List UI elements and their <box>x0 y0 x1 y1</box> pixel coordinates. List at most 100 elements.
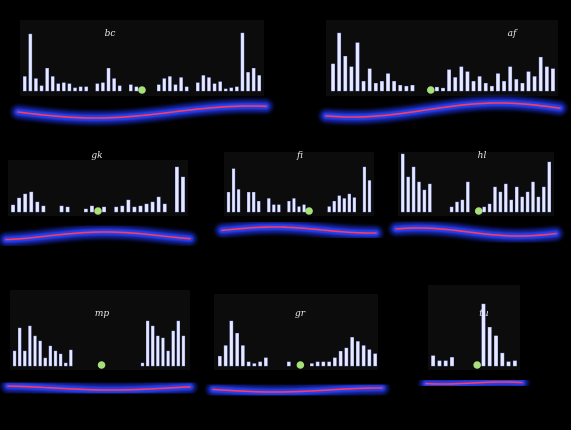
bar <box>344 347 349 367</box>
bar <box>207 77 211 92</box>
panel-label: gr <box>295 309 306 319</box>
bar <box>532 76 537 92</box>
bar <box>287 361 291 367</box>
bar <box>175 166 179 213</box>
bar <box>338 351 343 367</box>
panel-label: bc <box>105 29 116 39</box>
bar <box>498 191 503 213</box>
bar <box>212 83 217 92</box>
bar <box>536 196 541 213</box>
bar <box>17 197 21 213</box>
chromosome-axis-red <box>221 226 377 234</box>
bar <box>59 205 64 213</box>
panel-gk: gk <box>0 151 196 246</box>
bar <box>355 42 360 92</box>
centromere-marker <box>305 207 313 215</box>
panel-label: hl <box>478 151 487 161</box>
bar <box>73 87 77 92</box>
bar <box>321 361 326 367</box>
bar <box>482 206 486 213</box>
bar <box>331 63 335 92</box>
bar <box>29 191 34 213</box>
bar <box>422 189 427 213</box>
bar <box>45 68 49 92</box>
bar <box>494 335 498 367</box>
bar <box>196 82 200 92</box>
bar <box>162 78 167 92</box>
bar <box>168 76 172 92</box>
bar <box>504 183 508 213</box>
bar <box>48 345 52 367</box>
bar <box>350 337 354 367</box>
bar <box>493 186 497 213</box>
bar <box>459 66 464 92</box>
bar <box>337 32 342 92</box>
bar <box>231 168 236 213</box>
bar <box>83 208 88 213</box>
bar <box>173 84 178 92</box>
bar <box>65 206 70 213</box>
bar <box>343 56 348 92</box>
bar <box>450 357 454 367</box>
bar <box>544 66 549 92</box>
bar <box>460 199 465 213</box>
bar <box>487 327 492 367</box>
bar <box>146 320 150 367</box>
bar <box>235 86 239 92</box>
bar <box>520 83 525 92</box>
bar <box>441 87 445 92</box>
bar <box>161 337 165 367</box>
chromosome-axis-red <box>425 381 523 385</box>
bar <box>229 87 234 92</box>
bar <box>11 204 15 213</box>
bar <box>347 193 351 213</box>
bar <box>106 68 111 92</box>
centromere-marker <box>94 207 102 215</box>
panel-tu: tu <box>420 285 528 390</box>
panel-label: mp <box>95 309 110 319</box>
bar <box>361 81 366 92</box>
bar <box>292 198 296 213</box>
bar <box>53 350 58 367</box>
bar <box>241 345 245 367</box>
bar <box>477 76 482 92</box>
bar <box>264 357 268 367</box>
bar <box>33 335 37 367</box>
bar <box>218 81 222 92</box>
bar <box>526 71 531 92</box>
bar <box>34 78 38 92</box>
bar <box>247 191 251 213</box>
bar <box>95 83 100 92</box>
bar <box>327 206 331 213</box>
bar <box>362 166 367 213</box>
bar <box>156 196 161 213</box>
bar <box>302 204 306 213</box>
bar <box>386 73 390 92</box>
bar <box>38 340 42 367</box>
bar <box>431 355 436 367</box>
bar <box>235 333 239 367</box>
bar <box>471 81 476 92</box>
bar <box>102 206 106 213</box>
bar <box>367 68 372 92</box>
bar <box>315 361 320 367</box>
bar <box>411 166 416 213</box>
bar <box>218 355 222 367</box>
panel-background <box>398 152 554 216</box>
bar <box>166 350 170 367</box>
panel-label: gk <box>91 151 102 161</box>
centromere-marker <box>296 361 305 369</box>
bar <box>162 203 167 213</box>
bar <box>333 357 337 367</box>
bar <box>509 199 513 213</box>
bar <box>114 206 119 213</box>
bar <box>117 85 122 92</box>
bar <box>157 84 161 92</box>
bar <box>287 200 291 213</box>
bar <box>428 183 432 213</box>
bar <box>223 345 228 367</box>
bar <box>373 83 378 92</box>
bar <box>138 205 143 213</box>
bar <box>487 203 492 213</box>
bar <box>349 66 354 92</box>
